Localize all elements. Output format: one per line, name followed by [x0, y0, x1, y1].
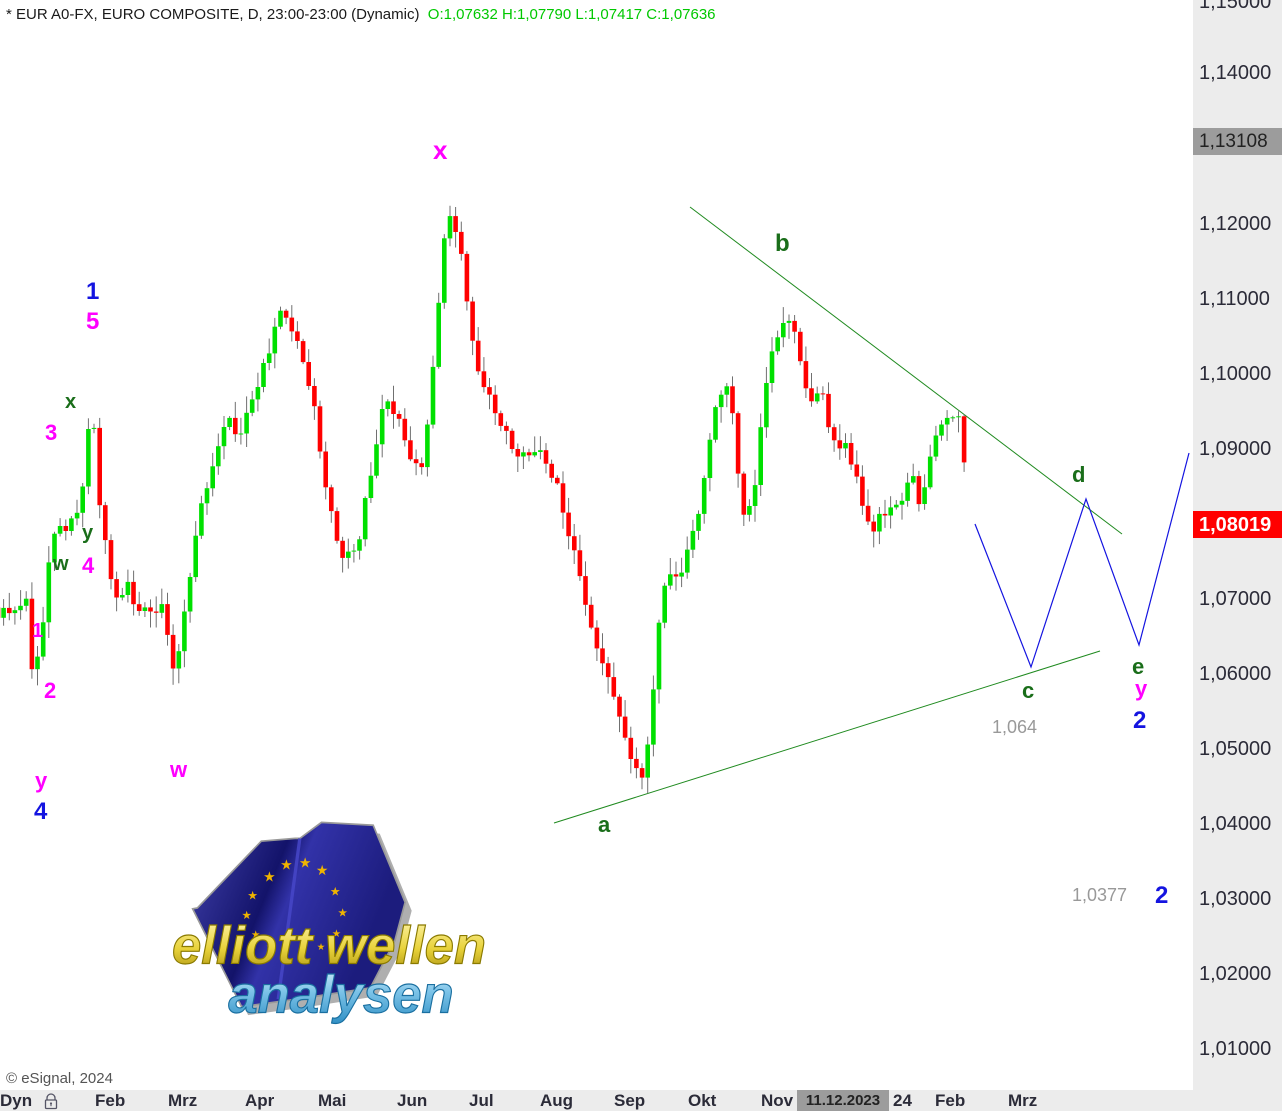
svg-text:★: ★	[299, 855, 312, 871]
svg-text:★: ★	[316, 862, 329, 878]
svg-text:★: ★	[280, 856, 293, 872]
svg-text:★: ★	[330, 885, 341, 899]
svg-text:★: ★	[247, 888, 258, 902]
svg-text:★: ★	[317, 941, 325, 952]
svg-text:★: ★	[263, 869, 276, 885]
svg-text:analysen: analysen	[228, 965, 453, 1024]
